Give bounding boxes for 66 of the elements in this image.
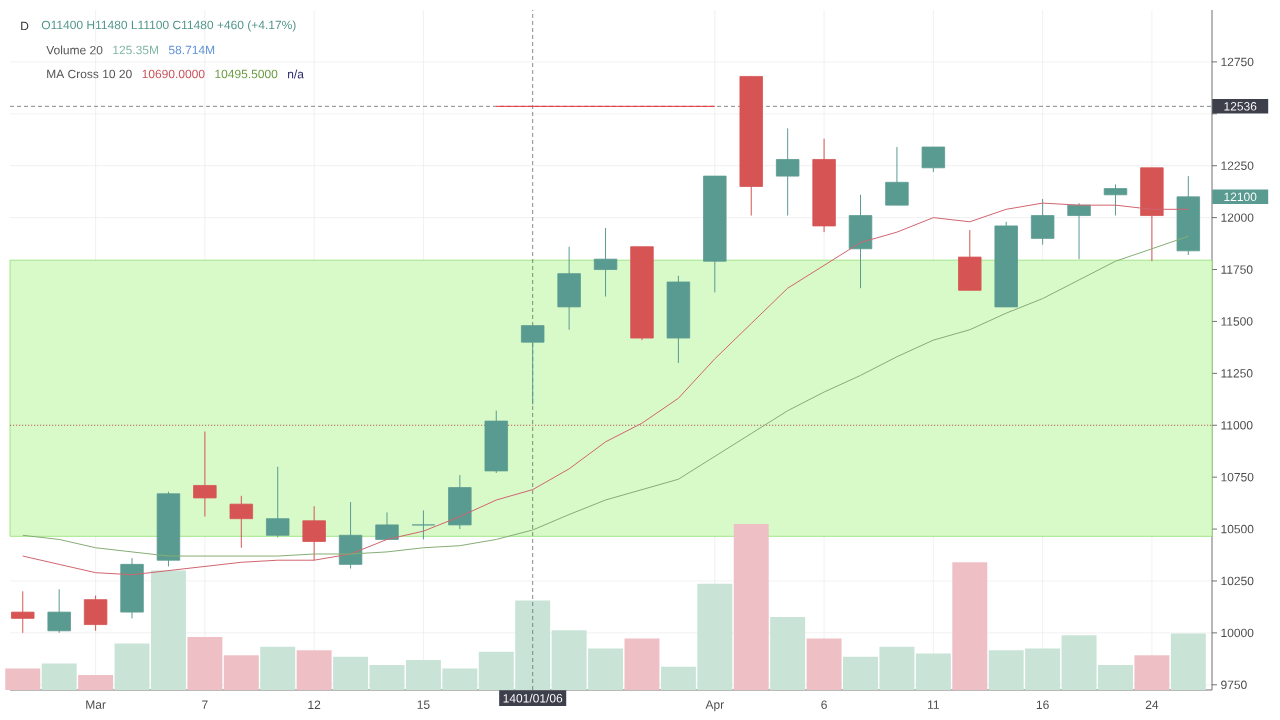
y-tick-label: 10000	[1221, 628, 1254, 638]
x-tick-label: 7	[202, 700, 208, 709]
annotation: 10690.0000	[142, 69, 205, 79]
y-tick-label: 12750	[1221, 57, 1254, 67]
x-tick-label: 15	[417, 700, 430, 709]
x-tick-label: Apr	[705, 700, 724, 712]
candlestick	[521, 325, 545, 405]
candlestick	[193, 430, 217, 518]
annotation: n/a	[288, 69, 304, 79]
bar	[369, 665, 405, 690]
annotation: MA Cross 10 20	[47, 69, 132, 79]
y-tick-label: 11000	[1221, 421, 1253, 430]
candlestick	[775, 127, 800, 217]
candlestick	[1067, 202, 1091, 260]
annotation: Volume 20	[46, 45, 103, 55]
ref-line-label: 12536	[1224, 102, 1257, 111]
x-tick-label: 24	[1145, 700, 1159, 709]
bar	[187, 636, 223, 690]
bar	[915, 653, 951, 690]
candlestick	[885, 146, 909, 206]
y-tick-label: 11500	[1221, 317, 1253, 326]
bar	[770, 616, 806, 690]
candlestick	[593, 227, 618, 298]
candlestick	[1030, 198, 1055, 246]
bar	[78, 675, 114, 690]
y-tick-label: 12250	[1221, 161, 1254, 170]
candlestick	[266, 466, 290, 538]
bar	[296, 650, 332, 690]
y-tick-label: 10250	[1221, 576, 1254, 586]
bar	[41, 663, 77, 690]
x-tick-label: 1401/01/06	[503, 693, 563, 703]
text: 12100	[1224, 192, 1257, 202]
y-tick-label: 9750	[1221, 680, 1247, 690]
bar	[733, 524, 769, 690]
bar	[806, 638, 842, 690]
annotation: 125.35M	[113, 45, 159, 55]
bar	[1170, 633, 1206, 690]
candlestick	[229, 495, 253, 549]
bar	[952, 562, 988, 690]
text: D	[21, 21, 29, 31]
bar	[624, 638, 660, 690]
y-tick-label: 11250	[1221, 369, 1253, 378]
text: O11400 H11480 L11100 C11480 +460 (+4.17%)	[41, 20, 296, 32]
bar	[5, 668, 41, 690]
candlestick	[302, 505, 326, 561]
bar	[1134, 655, 1170, 690]
x-tick-label: Mar	[86, 700, 106, 709]
annotation: 10495.5000	[215, 69, 278, 79]
candlestick	[47, 588, 71, 634]
bar	[223, 655, 259, 690]
x-tick-label: 11	[928, 700, 939, 709]
candlestick	[411, 509, 436, 540]
y-tick-label: 12000	[1221, 213, 1254, 222]
x-tick-label: 12	[308, 700, 321, 709]
x-tick-label: 6	[821, 700, 827, 710]
candlestick	[921, 146, 946, 173]
x-tick-label: 16	[1036, 700, 1049, 710]
y-tick-label: 10500	[1221, 524, 1254, 534]
bar	[260, 646, 296, 690]
y-tick-label: 10750	[1221, 472, 1254, 482]
bar	[333, 656, 369, 690]
candlestick	[11, 590, 35, 634]
candlestick	[1103, 183, 1128, 217]
candlestick	[375, 511, 399, 540]
annotation: 58.714M	[168, 45, 215, 55]
y-tick-label: 11750	[1221, 265, 1253, 274]
